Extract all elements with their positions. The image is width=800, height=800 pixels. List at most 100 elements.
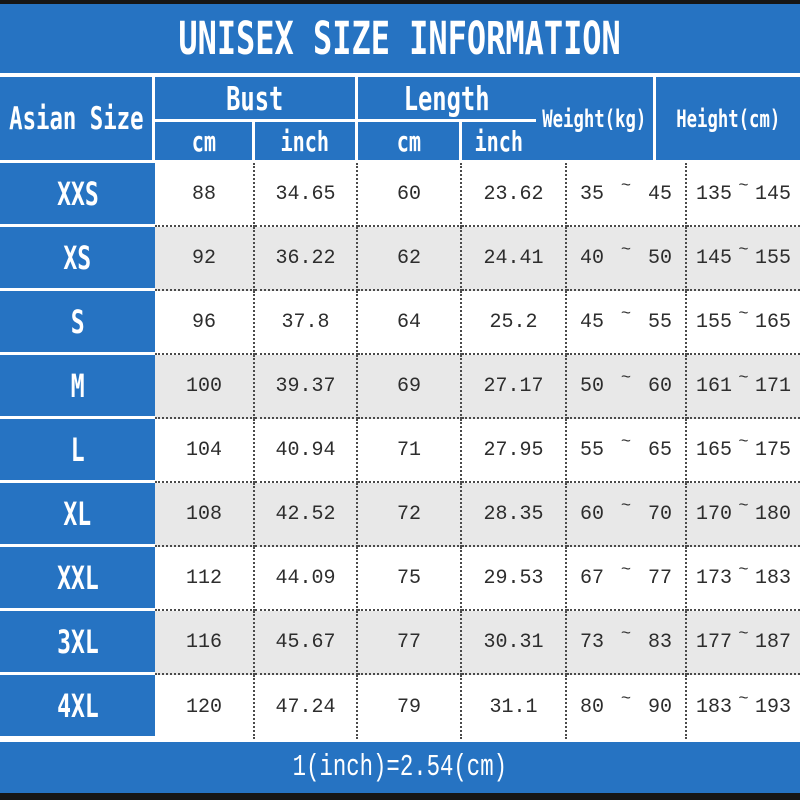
height-max: 175 — [754, 438, 791, 462]
tilde-symbol: ~ — [738, 560, 749, 580]
table-header: Asian Size Bust Length cm inch cm — [0, 77, 800, 163]
header-weight-label: Weight(kg) — [541, 104, 647, 133]
size-label: 4XL — [56, 686, 99, 725]
table-row-m: M 100 39.37 69 27.17 50 ~ 60 161 ~ 171 — [0, 355, 800, 419]
page-title: UNISEX SIZE INFORMATION — [178, 12, 622, 65]
header-weight: Weight(kg) — [535, 77, 656, 160]
bust-cm-cell: 112 — [155, 547, 255, 611]
bust-inch-cell: 34.65 — [255, 163, 358, 227]
height-min: 161 — [696, 374, 733, 398]
height-min: 135 — [696, 182, 733, 206]
tilde-symbol: ~ — [620, 689, 632, 709]
length-inch-cell: 30.31 — [462, 611, 567, 675]
table-row-s: S 96 37.8 64 25.2 45 ~ 55 155 ~ 165 — [0, 291, 800, 355]
length-cm-cell: 75 — [358, 547, 462, 611]
length-inch-cell: 28.35 — [462, 483, 567, 547]
height-range-cell: 161 ~ 171 — [687, 355, 800, 419]
height-range-cell: 165 ~ 175 — [687, 419, 800, 483]
header-bust-inch-label: inch — [280, 124, 330, 158]
bust-inch-cell: 40.94 — [255, 419, 358, 483]
header-length: Length — [358, 77, 536, 122]
bottom-border-bar — [0, 793, 800, 800]
length-cm-cell: 77 — [358, 611, 462, 675]
title-band: UNISEX SIZE INFORMATION — [0, 4, 800, 77]
tilde-symbol: ~ — [620, 624, 632, 644]
weight-min: 45 — [580, 310, 605, 334]
size-label-cell: XL — [0, 483, 155, 547]
bust-cm-cell: 96 — [155, 291, 255, 355]
weight-min: 35 — [580, 182, 605, 206]
height-max: 155 — [754, 246, 791, 270]
header-length-cm: cm — [358, 122, 462, 160]
size-label-cell: XS — [0, 227, 155, 291]
height-range-cell: 183 ~ 193 — [687, 675, 800, 739]
size-label-cell: S — [0, 291, 155, 355]
bust-inch-cell: 44.09 — [255, 547, 358, 611]
tilde-symbol: ~ — [738, 240, 749, 260]
size-label-cell: M — [0, 355, 155, 419]
table-row-xs: XS 92 36.22 62 24.41 40 ~ 50 145 ~ 155 — [0, 227, 800, 291]
height-range-cell: 135 ~ 145 — [687, 163, 800, 227]
tilde-symbol: ~ — [620, 304, 632, 324]
bust-inch-cell: 42.52 — [255, 483, 358, 547]
weight-min: 55 — [580, 438, 605, 462]
tilde-symbol: ~ — [620, 560, 632, 580]
length-cm-cell: 64 — [358, 291, 462, 355]
height-max: 145 — [754, 182, 791, 206]
size-label: XL — [63, 494, 92, 533]
tilde-symbol: ~ — [738, 304, 749, 324]
height-min: 170 — [696, 502, 733, 526]
weight-max: 50 — [647, 246, 672, 270]
bust-inch-cell: 45.67 — [255, 611, 358, 675]
size-label-cell: XXS — [0, 163, 155, 227]
weight-min: 40 — [580, 246, 605, 270]
table-row-l: L 104 40.94 71 27.95 55 ~ 65 165 ~ 175 — [0, 419, 800, 483]
conversion-note: 1(inch)=2.54(cm) — [292, 750, 508, 785]
length-cm-cell: 60 — [358, 163, 462, 227]
length-inch-cell: 27.17 — [462, 355, 567, 419]
table-row-xxs: XXS 88 34.65 60 23.62 35 ~ 45 135 ~ 145 — [0, 163, 800, 227]
tilde-symbol: ~ — [738, 496, 749, 516]
bust-cm-cell: 108 — [155, 483, 255, 547]
weight-max: 55 — [647, 310, 672, 334]
header-length-label: Length — [403, 78, 490, 118]
header-bust-cm: cm — [155, 122, 255, 160]
bust-inch-cell: 37.8 — [255, 291, 358, 355]
size-label: L — [70, 430, 85, 469]
tilde-symbol: ~ — [738, 176, 749, 196]
tilde-symbol: ~ — [738, 368, 749, 388]
tilde-symbol: ~ — [738, 432, 749, 452]
header-unit-row: cm inch cm inch — [155, 122, 536, 160]
weight-max: 45 — [647, 182, 672, 206]
length-inch-cell: 25.2 — [462, 291, 567, 355]
height-range-cell: 173 ~ 183 — [687, 547, 800, 611]
length-inch-cell: 29.53 — [462, 547, 567, 611]
header-asian-size-label: Asian Size — [8, 100, 144, 137]
length-inch-cell: 31.1 — [462, 675, 567, 739]
header-height-label: Height(cm) — [675, 104, 780, 133]
length-inch-cell: 23.62 — [462, 163, 567, 227]
tilde-symbol: ~ — [620, 368, 632, 388]
size-label-cell: 4XL — [0, 675, 155, 739]
tilde-symbol: ~ — [738, 689, 749, 709]
weight-range-cell: 50 ~ 60 — [567, 355, 687, 419]
weight-range-cell: 80 ~ 90 — [567, 675, 687, 739]
weight-max: 90 — [647, 695, 672, 719]
length-inch-cell: 27.95 — [462, 419, 567, 483]
weight-range-cell: 40 ~ 50 — [567, 227, 687, 291]
weight-max: 65 — [647, 438, 672, 462]
tilde-symbol: ~ — [620, 176, 632, 196]
weight-range-cell: 73 ~ 83 — [567, 611, 687, 675]
bust-cm-cell: 92 — [155, 227, 255, 291]
weight-min: 67 — [580, 566, 605, 590]
height-min: 173 — [696, 566, 733, 590]
length-inch-cell: 24.41 — [462, 227, 567, 291]
tilde-symbol: ~ — [620, 240, 632, 260]
weight-max: 60 — [647, 374, 672, 398]
bust-cm-cell: 120 — [155, 675, 255, 739]
weight-max: 83 — [647, 630, 672, 654]
length-cm-cell: 72 — [358, 483, 462, 547]
length-cm-cell: 62 — [358, 227, 462, 291]
tilde-symbol: ~ — [620, 432, 632, 452]
